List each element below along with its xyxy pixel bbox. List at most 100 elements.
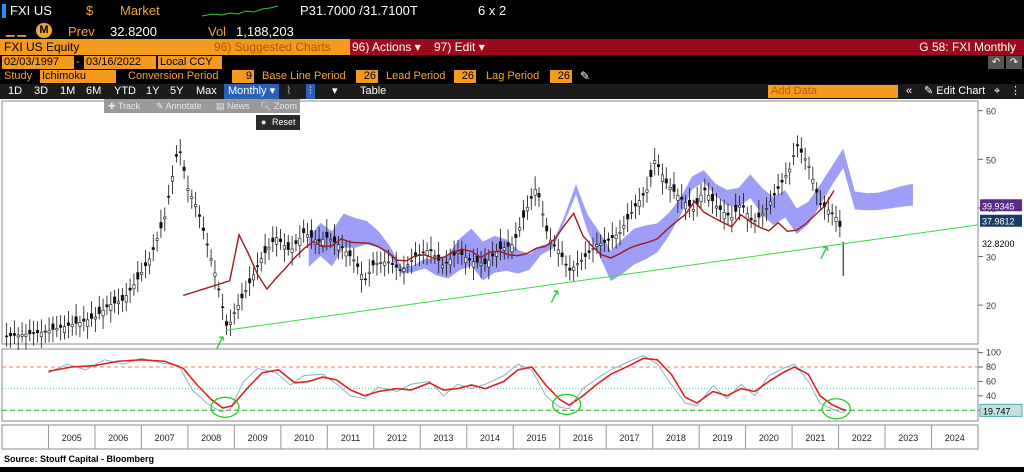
price-candle-body bbox=[672, 184, 676, 192]
table-button[interactable]: Table bbox=[360, 85, 387, 97]
chart-type-dropdown-icon[interactable]: ▾ bbox=[332, 85, 338, 97]
price-candle-body bbox=[198, 214, 202, 217]
start-date-field[interactable]: 02/03/1997 bbox=[2, 56, 74, 69]
price-candle-body bbox=[572, 266, 576, 271]
redo-icon[interactable]: ↷ bbox=[1006, 56, 1022, 69]
range-1d[interactable]: 1D bbox=[8, 85, 23, 97]
price-candle-body bbox=[668, 187, 672, 190]
bar-chart-icon[interactable]: ⫶ bbox=[306, 84, 315, 99]
pin-icon[interactable]: ⌖ bbox=[994, 85, 1001, 97]
range-max[interactable]: Max bbox=[196, 85, 217, 97]
end-date-field[interactable]: 03/16/2022 bbox=[84, 56, 156, 69]
range-1m[interactable]: 1M bbox=[60, 85, 76, 97]
lag-input[interactable]: 26 bbox=[550, 70, 572, 83]
range-ytd[interactable]: YTD bbox=[114, 85, 136, 97]
range-3d[interactable]: 3D bbox=[34, 85, 49, 97]
study-select[interactable]: Ichimoku bbox=[40, 70, 116, 83]
year-label: 2016 bbox=[573, 433, 593, 443]
price-candle-body bbox=[803, 158, 807, 161]
time-axis-panel bbox=[1, 424, 979, 450]
ticker-label[interactable]: FXI US bbox=[10, 3, 52, 18]
suggested-charts-button[interactable]: 96) Suggested Charts bbox=[214, 40, 331, 54]
price-candle-body bbox=[807, 166, 811, 168]
baseline-label: Base Line Period bbox=[262, 70, 346, 82]
osc-tick-label: 40 bbox=[986, 391, 996, 401]
edit-chart-button[interactable]: ✎ Edit Chart bbox=[924, 85, 986, 97]
price-label: 32.8200 bbox=[982, 239, 1015, 249]
period-select[interactable]: Monthly ▾ bbox=[224, 84, 280, 99]
price-candle-body bbox=[217, 288, 221, 291]
price-label-box bbox=[980, 214, 1022, 227]
range-1y[interactable]: 1Y bbox=[146, 85, 160, 97]
reset-label: Reset bbox=[272, 117, 296, 127]
price-candle-body bbox=[444, 261, 448, 264]
price-chart[interactable]: 2030405060204060801002005200620072008200… bbox=[0, 99, 1024, 467]
osc-tick-label: 60 bbox=[986, 376, 996, 386]
price-candle-body bbox=[599, 243, 603, 246]
reset-button[interactable]: ● Reset bbox=[256, 115, 300, 130]
range-5y[interactable]: 5Y bbox=[170, 85, 184, 97]
price-candle-body bbox=[390, 262, 394, 265]
price-tick-label: 50 bbox=[986, 155, 996, 165]
price-candle-body bbox=[448, 258, 452, 266]
price-candle-body bbox=[529, 196, 533, 199]
price-candle-body bbox=[182, 166, 186, 171]
collapse-icon[interactable]: « bbox=[906, 85, 913, 97]
bid-ask: P31.7000 /31.7100T bbox=[300, 3, 418, 18]
year-label: 2017 bbox=[619, 433, 639, 443]
price-candle-body bbox=[248, 278, 252, 284]
annotate-button[interactable]: ✎ Annotate bbox=[156, 101, 202, 111]
chart-toolbar: 1D 3D 1M 6M YTD 1Y 5Y Max Monthly ▾ ⌇ ⫶ … bbox=[0, 84, 1024, 99]
vol-label: Vol bbox=[208, 24, 227, 39]
year-label: 2021 bbox=[805, 433, 825, 443]
edit-menu[interactable]: 97) Edit ▾ bbox=[434, 40, 485, 54]
news-label: News bbox=[227, 101, 250, 111]
price-candle-body bbox=[452, 250, 456, 256]
actions-menu[interactable]: 96) Actions ▾ bbox=[352, 40, 421, 54]
security-field[interactable]: FXI US Equity 96) Suggested Charts bbox=[0, 39, 350, 55]
zoom-button[interactable]: 🔍︎ Zoom bbox=[260, 101, 297, 111]
chart-area[interactable]: 2030405060204060801002005200620072008200… bbox=[0, 99, 1024, 467]
price-candle-body bbox=[325, 231, 329, 238]
price-candle-body bbox=[780, 179, 784, 183]
price-candle-body bbox=[32, 332, 36, 334]
dots-icon: ▁ ▁ bbox=[6, 25, 26, 37]
price-candle-body bbox=[352, 259, 356, 262]
price-candle-body bbox=[433, 255, 437, 257]
price-candle-body bbox=[144, 262, 148, 266]
price-candle-body bbox=[105, 304, 109, 308]
price-candle-body bbox=[795, 144, 799, 147]
lead-input[interactable]: 26 bbox=[454, 70, 476, 83]
undo-icon[interactable]: ↶ bbox=[988, 56, 1004, 69]
osc-label-box bbox=[979, 403, 1023, 417]
year-label: 2008 bbox=[201, 433, 221, 443]
baseline-input[interactable]: 26 bbox=[356, 70, 378, 83]
price-candle-body bbox=[664, 178, 668, 184]
price-candle-body bbox=[16, 334, 20, 338]
price-candle-body bbox=[263, 246, 267, 253]
price-candle-body bbox=[468, 258, 472, 261]
news-button[interactable]: ▤ News bbox=[216, 101, 250, 111]
currency-select[interactable]: Local CCY bbox=[158, 56, 222, 69]
year-label: 2018 bbox=[666, 433, 686, 443]
price-candle-body bbox=[252, 274, 256, 281]
price-candle-body bbox=[348, 250, 352, 257]
settings-icon[interactable]: ⋮ bbox=[1010, 85, 1021, 97]
price-candle-body bbox=[784, 175, 788, 178]
year-label: 2005 bbox=[62, 433, 82, 443]
pencil-icon[interactable]: ✎ bbox=[580, 69, 591, 83]
add-data-input[interactable]: Add Data bbox=[768, 85, 898, 98]
price-candle-body bbox=[298, 237, 302, 246]
price-candle-body bbox=[826, 209, 830, 215]
price-candle-body bbox=[205, 243, 209, 246]
range-6m[interactable]: 6M bbox=[86, 85, 102, 97]
line-chart-icon[interactable]: ⌇ bbox=[286, 85, 292, 97]
source-caption: Source: Stouff Capital - Bloomberg bbox=[4, 454, 154, 464]
currency-symbol: $ bbox=[86, 3, 94, 18]
track-button[interactable]: ✚ Track bbox=[108, 101, 141, 111]
price-candle-body bbox=[518, 227, 522, 231]
price-candle-body bbox=[525, 207, 529, 212]
prev-label: Prev bbox=[68, 24, 95, 39]
price-candle-body bbox=[757, 212, 761, 218]
conversion-input[interactable]: 9 bbox=[232, 70, 254, 83]
